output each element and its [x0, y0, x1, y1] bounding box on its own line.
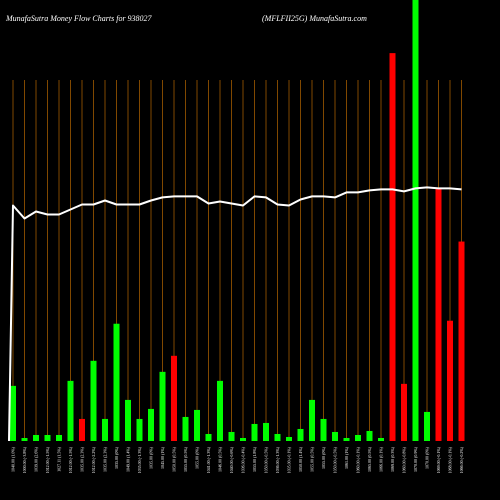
x-tick-label: 1000.00 (-3.8%)	[22, 446, 27, 473]
volume-bars	[10, 0, 465, 441]
x-tick-label: 1036.00 (-0.4%)	[241, 446, 246, 473]
volume-bar	[136, 418, 143, 441]
volume-bar	[67, 380, 74, 441]
x-tick-label: 1055.00 (0.5%)	[310, 446, 315, 472]
volume-bar	[56, 434, 62, 441]
x-tick-label: 1060.00 (-0.1%)	[356, 446, 361, 473]
volume-bar	[355, 434, 361, 441]
x-tick-label: 1035.00 (-1.3%)	[137, 446, 142, 473]
x-tick-label: 1040.00 (1.0%)	[11, 446, 16, 472]
volume-bar	[171, 355, 177, 441]
volume-bar	[148, 408, 154, 441]
x-tick-label: 1055.00 (0%)	[321, 446, 326, 469]
x-tick-label: 1040.00 (-0.6%)	[229, 446, 234, 473]
x-tick-label: 1066.00 (0.1%)	[379, 446, 384, 472]
volume-bar	[125, 399, 131, 441]
chart-subtitle: (MFLFII25G) MunafaSutra.com	[262, 14, 367, 23]
x-tick-label: 1027.11 (1.5%)	[57, 446, 62, 472]
x-tick-label: 1035.00 (2.3%)	[103, 446, 108, 472]
x-tick-label: 1066.00 (-0.2%)	[459, 446, 464, 473]
volume-bar	[44, 434, 51, 441]
x-tick-label: 1055.00 (0.5%)	[183, 446, 188, 472]
x-tick-label: 1035.00 (0%)	[114, 446, 119, 469]
x-tick-label: 1060.00 (-0.8%)	[402, 446, 407, 473]
volume-bar	[332, 431, 338, 441]
x-tick-label: 1069.00 (0.3%)	[390, 446, 395, 472]
x-tick-label: 1046.00 (0.5%)	[218, 446, 223, 472]
volume-bar	[182, 416, 189, 441]
volume-bar	[159, 371, 166, 441]
x-tick-label: 1012.00 (-1.5%)	[45, 446, 50, 473]
volume-bar	[228, 431, 235, 441]
x-tick-label: 1050.00 (-0.5%)	[264, 446, 269, 473]
volume-bar	[240, 437, 246, 441]
x-tick-label: 1050.00 (0.5%)	[172, 446, 177, 472]
x-tick-label: 1036.00 (-1.3%)	[275, 446, 280, 473]
volume-bar	[113, 323, 120, 441]
chart-title: MunafaSutra Money Flow Charts for 938027	[5, 14, 153, 23]
volume-bar	[401, 383, 407, 441]
x-tick-label: 1069.00 (-0.1%)	[436, 446, 441, 473]
volume-bar	[286, 436, 292, 441]
volume-bar	[217, 380, 223, 441]
x-tick-label: 1050.00 (1.4%)	[298, 446, 303, 472]
volume-bar	[447, 320, 453, 441]
x-tick-label: 1012.00 (-2.2%)	[91, 446, 96, 473]
volume-bar	[33, 434, 39, 441]
volume-bar	[378, 437, 384, 441]
x-tick-label: 1055.00 (0%)	[195, 446, 200, 469]
x-axis-labels: 1040.00 (1.0%) 1000.00 (-3.8%) 1039.00 (2.…	[11, 446, 465, 473]
x-tick-label: 1068.00 (-0.1%)	[448, 446, 453, 473]
volume-bar	[424, 411, 430, 441]
volume-bar	[21, 437, 28, 441]
volume-bar	[251, 423, 258, 441]
volume-bar	[320, 418, 327, 441]
volume-bar	[366, 430, 373, 441]
x-tick-label: 1070.00 (0%)	[425, 446, 430, 469]
volume-bar	[309, 399, 315, 441]
price-line	[8, 186, 462, 442]
volume-bar	[79, 418, 85, 441]
volume-bar	[194, 409, 200, 441]
volume-bar	[435, 188, 442, 441]
volume-bar	[389, 53, 396, 441]
volume-bar	[343, 437, 350, 441]
x-tick-label: 1035.00 (2.3%)	[80, 446, 85, 472]
x-tick-label: 1039.00 (2.6%)	[34, 446, 39, 472]
volume-bar	[205, 433, 212, 441]
x-tick-label: 1035.00 (-0.1%)	[287, 446, 292, 473]
volume-bar	[90, 360, 97, 441]
x-tick-label: 1070.00 (0.9%)	[413, 446, 418, 472]
x-tick-label: 1050.00 (-0.5%)	[333, 446, 338, 473]
x-tick-label: 1041.00 (-1.3%)	[206, 446, 211, 473]
volume-bar	[263, 422, 269, 441]
x-tick-label: 1065.00 (0.5%)	[367, 446, 372, 472]
x-tick-label: 1035.00 (0%)	[149, 446, 154, 469]
x-tick-label: 1012.00 (-1.5%)	[68, 446, 73, 473]
x-tick-label: 1045.00 (1%)	[160, 446, 165, 469]
x-tick-label: 1061.00 (1%)	[344, 446, 349, 469]
x-tick-label: 1055.00 (1.8%)	[252, 446, 257, 472]
volume-bar	[297, 428, 304, 441]
volume-bar	[458, 241, 465, 441]
volume-bar	[412, 0, 419, 441]
x-tick-label: 1049.00 (1.4%)	[126, 446, 131, 472]
volume-bar	[10, 385, 16, 441]
volume-bar	[102, 418, 108, 441]
volume-bar	[274, 433, 281, 441]
